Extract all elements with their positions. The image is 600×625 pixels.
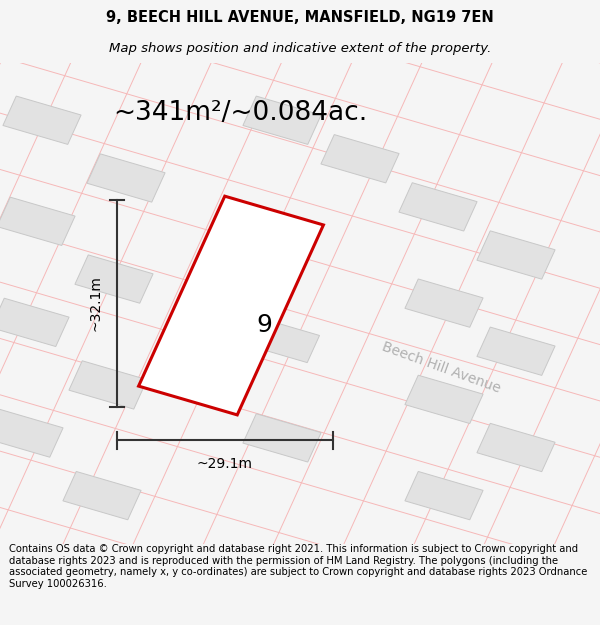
Polygon shape (405, 471, 483, 520)
Text: 9, BEECH HILL AVENUE, MANSFIELD, NG19 7EN: 9, BEECH HILL AVENUE, MANSFIELD, NG19 7E… (106, 10, 494, 25)
Polygon shape (0, 197, 75, 246)
Text: Beech Hill Avenue: Beech Hill Avenue (380, 340, 502, 396)
Polygon shape (69, 361, 147, 409)
Polygon shape (399, 182, 477, 231)
Polygon shape (75, 255, 153, 303)
Polygon shape (63, 471, 141, 520)
Polygon shape (0, 409, 63, 458)
Polygon shape (477, 231, 555, 279)
Polygon shape (256, 321, 320, 362)
Polygon shape (321, 134, 399, 183)
Polygon shape (87, 154, 165, 202)
Polygon shape (243, 414, 321, 462)
Text: ~29.1m: ~29.1m (197, 457, 253, 471)
Text: Contains OS data © Crown copyright and database right 2021. This information is : Contains OS data © Crown copyright and d… (9, 544, 587, 589)
Polygon shape (477, 327, 555, 376)
Text: ~32.1m: ~32.1m (88, 275, 102, 331)
Polygon shape (139, 196, 323, 415)
Polygon shape (243, 96, 321, 144)
Polygon shape (3, 96, 81, 144)
Text: ~341m²/~0.084ac.: ~341m²/~0.084ac. (113, 100, 367, 126)
Text: 9: 9 (256, 312, 272, 337)
Polygon shape (0, 298, 69, 346)
Polygon shape (405, 375, 483, 424)
Polygon shape (477, 423, 555, 472)
Polygon shape (405, 279, 483, 328)
Polygon shape (178, 354, 242, 396)
Text: Map shows position and indicative extent of the property.: Map shows position and indicative extent… (109, 42, 491, 55)
